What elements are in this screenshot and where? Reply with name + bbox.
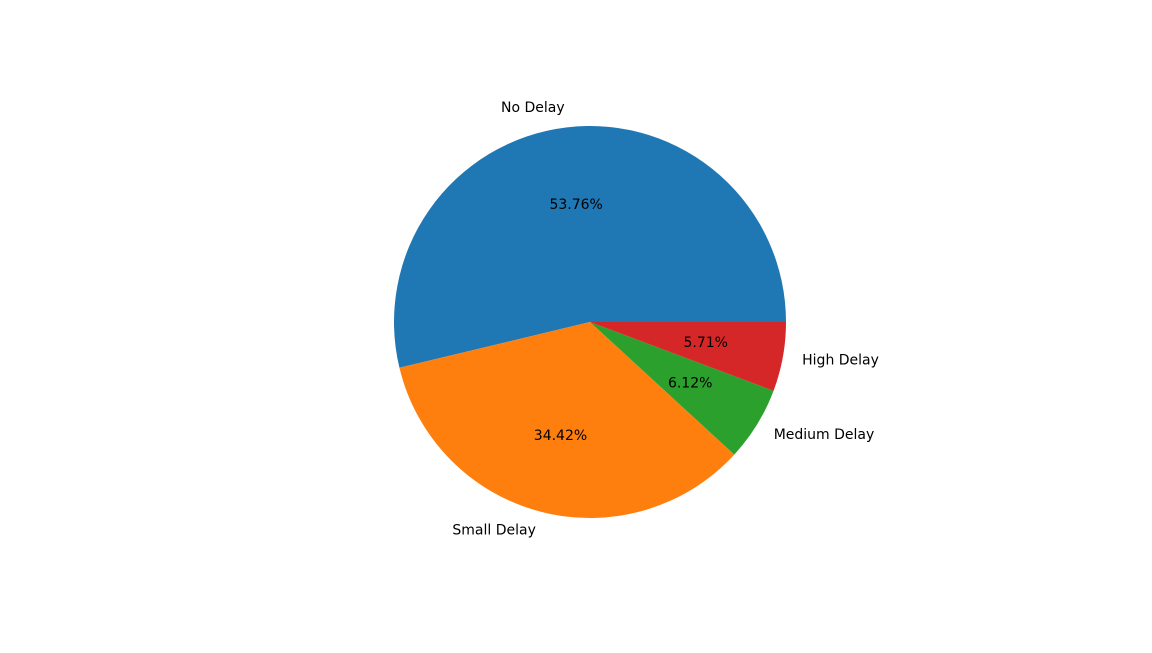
slice-label-medium-delay: Medium Delay [774, 427, 875, 443]
slice-percent-high-delay: 5.71% [683, 335, 727, 351]
slice-percent-no-delay: 53.76% [549, 197, 602, 213]
slice-label-no-delay: No Delay [501, 100, 565, 116]
pie-labels: No Delay 53.76% Small Delay 34.42% Medium De… [452, 100, 879, 539]
pie-slice-medium-delay [590, 322, 774, 455]
pie-slices [393, 125, 786, 518]
slice-percent-small-delay: 34.42% [534, 428, 587, 444]
pie-slice-high-delay [590, 322, 786, 391]
slice-label-high-delay: High Delay [802, 352, 879, 368]
slice-label-small-delay: Small Delay [452, 523, 535, 539]
slice-percent-medium-delay: 6.12% [668, 376, 712, 392]
pie-slice-small-delay [399, 322, 735, 518]
pie-slice-no-delay [393, 125, 786, 368]
